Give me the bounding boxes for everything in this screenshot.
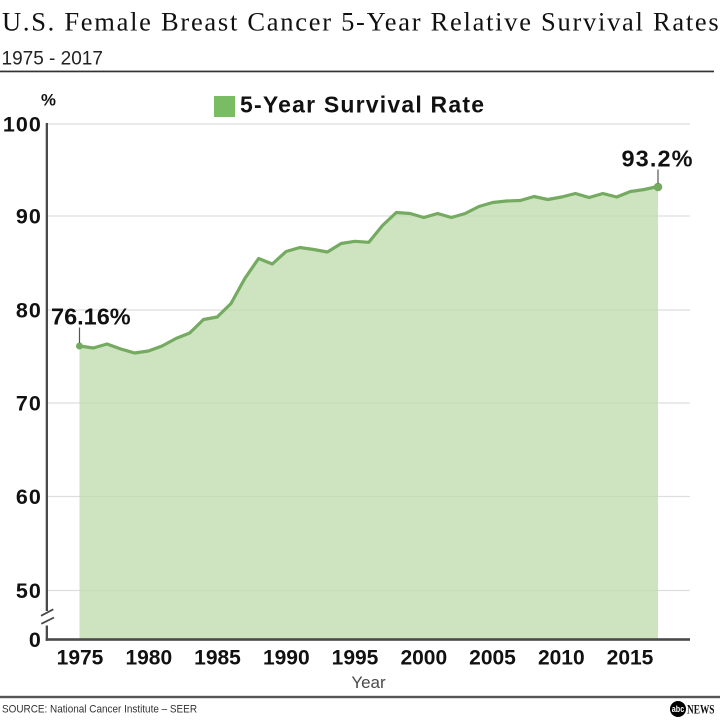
svg-text:abc: abc (672, 704, 685, 715)
svg-text:1995: 1995 (332, 647, 379, 670)
svg-text:%: % (41, 90, 56, 109)
svg-text:U.S. Female Breast Cancer 5-Ye: U.S. Female Breast Cancer 5-Year Relativ… (2, 7, 720, 37)
svg-text:1990: 1990 (263, 647, 310, 670)
svg-text:90: 90 (16, 205, 42, 229)
svg-text:1980: 1980 (125, 647, 172, 670)
svg-text:80: 80 (16, 299, 42, 323)
svg-text:93.2%: 93.2% (622, 146, 694, 172)
svg-text:100: 100 (3, 113, 42, 137)
svg-text:Year: Year (351, 673, 386, 692)
svg-text:1975 - 2017: 1975 - 2017 (2, 48, 103, 69)
svg-text:1975: 1975 (57, 647, 104, 670)
svg-text:0: 0 (29, 628, 42, 652)
svg-text:70: 70 (16, 392, 42, 416)
svg-text:2010: 2010 (538, 647, 585, 670)
svg-text:5-Year Survival Rate: 5-Year Survival Rate (240, 92, 485, 118)
svg-text:2015: 2015 (607, 647, 654, 670)
svg-text:2005: 2005 (469, 647, 516, 670)
svg-text:50: 50 (16, 579, 42, 603)
svg-text:60: 60 (16, 485, 42, 509)
svg-text:SOURCE: National Cancer Instit: SOURCE: National Cancer Institute – SEER (2, 704, 197, 716)
svg-text:NEWS: NEWS (687, 702, 715, 716)
svg-text:1985: 1985 (194, 647, 241, 670)
svg-text:76.16%: 76.16% (51, 304, 131, 330)
svg-text:2000: 2000 (400, 647, 447, 670)
